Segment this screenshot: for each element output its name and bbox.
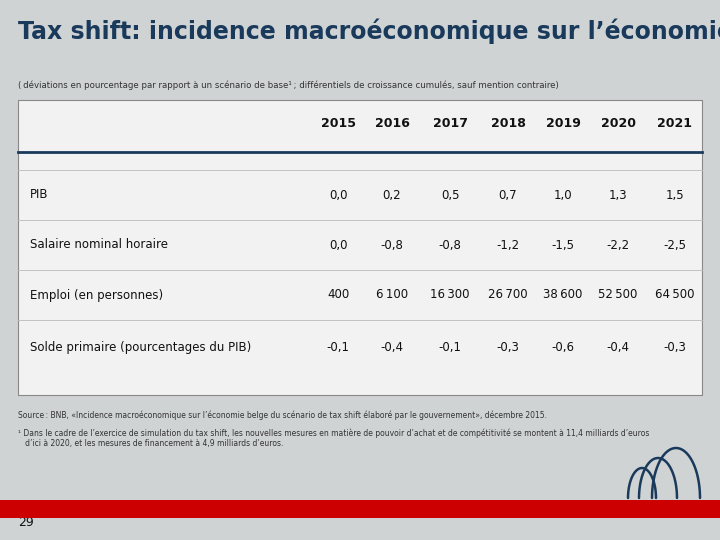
Text: Solde primaire (pourcentages du PIB): Solde primaire (pourcentages du PIB) <box>30 341 251 354</box>
Text: PIB: PIB <box>30 188 48 201</box>
Text: 2018: 2018 <box>490 117 526 130</box>
Text: -0,8: -0,8 <box>438 239 462 252</box>
Text: 0,5: 0,5 <box>441 188 459 201</box>
Text: 2017: 2017 <box>433 117 467 130</box>
Text: -0,4: -0,4 <box>606 341 629 354</box>
Text: 1,5: 1,5 <box>666 188 684 201</box>
Bar <box>18 100 702 395</box>
Text: 52 500: 52 500 <box>598 288 638 301</box>
Text: -2,5: -2,5 <box>664 239 686 252</box>
Text: ¹ Dans le cadre de l’exercice de simulation du tax shift, les nouvelles mesures : ¹ Dans le cadre de l’exercice de simulat… <box>18 428 649 448</box>
Text: 1,3: 1,3 <box>608 188 627 201</box>
Text: -0,3: -0,3 <box>497 341 519 354</box>
Text: 0,0: 0,0 <box>329 188 347 201</box>
Text: ( déviations en pourcentage par rapport à un scénario de base¹ ; différentiels d: ( déviations en pourcentage par rapport … <box>18 80 559 90</box>
Text: 29: 29 <box>18 516 34 530</box>
Text: -0,6: -0,6 <box>552 341 575 354</box>
Text: 2021: 2021 <box>657 117 693 130</box>
Text: Salaire nominal horaire: Salaire nominal horaire <box>30 239 168 252</box>
Text: -0,3: -0,3 <box>664 341 686 354</box>
Text: 16 300: 16 300 <box>431 288 469 301</box>
Text: -2,2: -2,2 <box>606 239 629 252</box>
Text: 2019: 2019 <box>546 117 580 130</box>
Text: 2016: 2016 <box>374 117 410 130</box>
Text: Tax shift: incidence macroéconomique sur l’économie belge: Tax shift: incidence macroéconomique sur… <box>18 18 720 44</box>
Text: 0,0: 0,0 <box>329 239 347 252</box>
Text: -0,8: -0,8 <box>381 239 403 252</box>
Text: 0,2: 0,2 <box>383 188 401 201</box>
Text: -0,1: -0,1 <box>326 341 349 354</box>
Bar <box>0 500 720 518</box>
Text: 6 100: 6 100 <box>376 288 408 301</box>
Text: 38 600: 38 600 <box>544 288 582 301</box>
Text: -0,4: -0,4 <box>380 341 403 354</box>
Text: 2015: 2015 <box>320 117 356 130</box>
Text: 64 500: 64 500 <box>655 288 695 301</box>
Text: 26 700: 26 700 <box>488 288 528 301</box>
Text: -0,1: -0,1 <box>438 341 462 354</box>
Text: -1,2: -1,2 <box>496 239 520 252</box>
Text: 1,0: 1,0 <box>554 188 572 201</box>
Text: 400: 400 <box>327 288 349 301</box>
Text: 2020: 2020 <box>600 117 636 130</box>
Text: 0,7: 0,7 <box>499 188 517 201</box>
Text: Emploi (en personnes): Emploi (en personnes) <box>30 288 163 301</box>
Text: -1,5: -1,5 <box>552 239 575 252</box>
Text: Source : BNB, «Incidence macroéconomique sur l’économie belge du scénario de tax: Source : BNB, «Incidence macroéconomique… <box>18 410 547 420</box>
